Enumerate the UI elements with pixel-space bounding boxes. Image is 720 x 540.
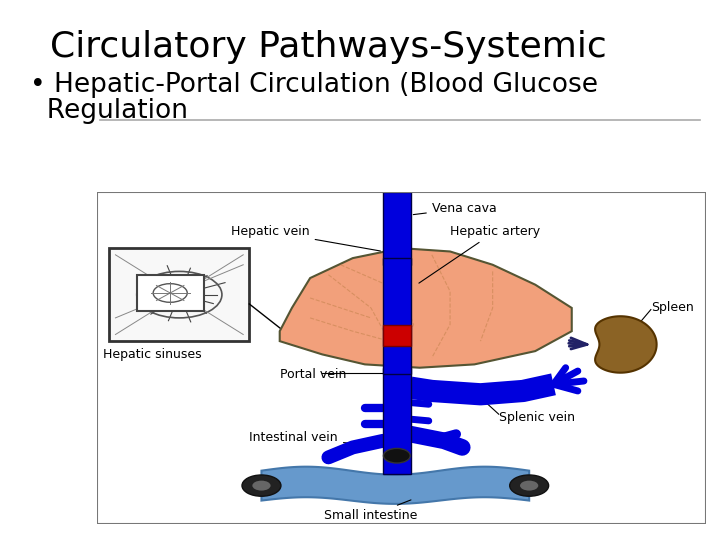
Polygon shape [595, 316, 657, 373]
FancyBboxPatch shape [383, 325, 410, 346]
FancyBboxPatch shape [137, 275, 204, 311]
Text: Spleen: Spleen [651, 301, 693, 314]
FancyBboxPatch shape [109, 248, 249, 341]
FancyBboxPatch shape [383, 258, 410, 374]
Text: Regulation: Regulation [30, 98, 188, 124]
Text: Hepatic sinuses: Hepatic sinuses [103, 348, 202, 361]
Text: Circulatory Pathways-Systemic: Circulatory Pathways-Systemic [50, 30, 607, 64]
Text: Hepatic artery: Hepatic artery [419, 225, 540, 283]
FancyBboxPatch shape [383, 192, 410, 265]
Text: • Hepatic-Portal Circulation (Blood Glucose: • Hepatic-Portal Circulation (Blood Gluc… [30, 72, 598, 98]
Text: Vena cava: Vena cava [413, 202, 497, 215]
Text: Splenic vein: Splenic vein [499, 411, 575, 424]
Polygon shape [261, 467, 529, 504]
Circle shape [510, 475, 549, 496]
Circle shape [520, 481, 539, 490]
Circle shape [384, 448, 410, 463]
Text: Small intestine: Small intestine [324, 500, 418, 522]
Text: Intestinal vein: Intestinal vein [249, 431, 394, 448]
Circle shape [172, 291, 186, 299]
Text: Portal vein: Portal vein [280, 368, 346, 381]
Circle shape [252, 481, 271, 490]
FancyBboxPatch shape [383, 368, 410, 474]
Circle shape [242, 475, 281, 496]
Text: Hepatic vein: Hepatic vein [231, 225, 380, 251]
Polygon shape [280, 248, 572, 368]
